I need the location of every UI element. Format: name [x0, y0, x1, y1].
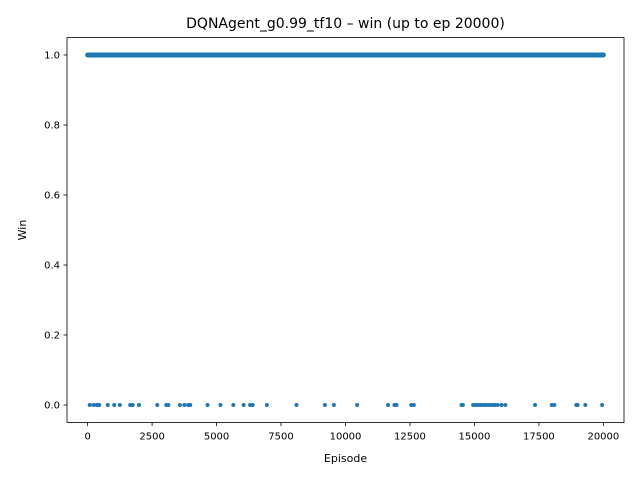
- data-point-loss-46: [495, 403, 500, 407]
- data-point-loss-35: [460, 403, 465, 407]
- data-point-loss-5: [105, 403, 110, 407]
- data-point-loss-33: [411, 403, 416, 407]
- data-point-loss-9: [130, 403, 135, 407]
- data-point-loss-25: [294, 403, 299, 407]
- y-axis: 0.0 0.2 0.4 0.6 0.8 1.0: [44, 51, 67, 412]
- x-tick-label: 0: [84, 432, 90, 443]
- data-point-loss-54: [583, 403, 588, 407]
- data-point-loss-49: [533, 403, 538, 407]
- data-point-loss-23: [250, 403, 255, 407]
- data-point-loss-53: [575, 403, 580, 407]
- x-tick-label: 10000: [330, 432, 362, 443]
- y-tick-label: 0.0: [44, 401, 60, 412]
- data-point-loss-24: [264, 403, 269, 407]
- y-tick-label: 1.0: [44, 51, 60, 62]
- data-point-loss-0: [87, 403, 92, 407]
- y-tick-label: 0.4: [44, 261, 60, 272]
- data-point-loss-19: [218, 403, 223, 407]
- data-point-loss-55: [600, 403, 605, 407]
- data-point-loss-1: [91, 403, 96, 407]
- data-point-loss-10: [136, 403, 141, 407]
- data-point-loss-6: [112, 403, 117, 407]
- data-point-loss-13: [166, 403, 171, 407]
- x-tick-label: 15000: [459, 432, 491, 443]
- data-point-loss-47: [499, 403, 504, 407]
- y-tick-label: 0.6: [44, 191, 60, 202]
- data-point-loss-31: [394, 403, 399, 407]
- data-point-loss-28: [355, 403, 360, 407]
- data-point-loss-29: [386, 403, 391, 407]
- chart-title: DQNAgent_g0.99_tf10 – win (up to ep 2000…: [186, 16, 505, 32]
- x-tick-label: 5000: [204, 432, 229, 443]
- x-tick-label: 20000: [587, 432, 619, 443]
- x-tick-label: 2500: [139, 432, 164, 443]
- data-point-loss-26: [322, 403, 327, 407]
- data-point-loss-51: [552, 403, 557, 407]
- data-point-loss-14: [177, 403, 182, 407]
- data-point-loss-21: [241, 403, 246, 407]
- y-tick-label: 0.2: [44, 331, 60, 342]
- data-point-loss-20: [231, 403, 236, 407]
- x-axis: 0 2500 5000 7500 10000 12500 15000 17500 20000: [84, 422, 619, 443]
- data-point-loss-11: [155, 403, 160, 407]
- y-axis-label: Win: [16, 220, 29, 241]
- data-point-loss-18: [205, 403, 210, 407]
- x-tick-label: 17500: [523, 432, 555, 443]
- data-point-loss-15: [182, 403, 187, 407]
- data-point-loss-17: [188, 403, 193, 407]
- data-point-loss-27: [331, 403, 336, 407]
- data-point-loss-4: [97, 403, 102, 407]
- y-tick-label: 0.8: [44, 121, 60, 132]
- data-point-loss-7: [117, 403, 122, 407]
- plot-area: [85, 52, 606, 407]
- x-tick-label: 7500: [268, 432, 293, 443]
- x-tick-label: 12500: [394, 432, 426, 443]
- data-point-loss-48: [503, 403, 508, 407]
- x-axis-label: Episode: [324, 452, 367, 465]
